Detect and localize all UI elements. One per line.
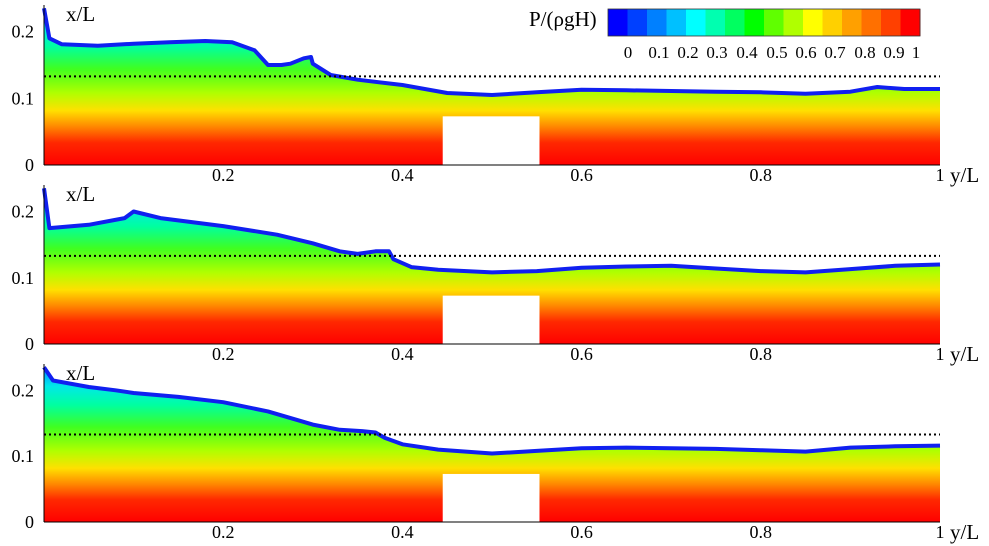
y-tick-label: 0.1 xyxy=(12,268,35,288)
colorbar-swatch xyxy=(842,9,862,36)
fluid-region xyxy=(44,367,940,522)
colorbar-swatch xyxy=(803,9,823,36)
free-surface xyxy=(42,366,941,456)
colorbar-frame xyxy=(607,8,921,37)
x-axis-label: y/L xyxy=(950,520,979,544)
colorbar-tick-label: 0.9 xyxy=(883,43,904,62)
fluid-region xyxy=(44,8,940,165)
x-tick-label: 0.6 xyxy=(570,165,593,185)
obstacle xyxy=(442,116,540,166)
colorbar-tick-label: 0.6 xyxy=(795,43,816,62)
y-axis-label: x/L xyxy=(66,182,95,206)
colorbar-tick-label: 0.5 xyxy=(766,43,787,62)
colorbar-swatch xyxy=(725,9,745,36)
colorbar-swatch xyxy=(647,9,667,36)
y-axis-label: x/L xyxy=(66,361,95,385)
colorbar-swatch xyxy=(627,9,648,36)
y-tick-label: 0 xyxy=(25,155,34,175)
colorbar-tick-label: 1 xyxy=(912,43,921,62)
colorbar-swatch xyxy=(666,9,687,36)
free-surface xyxy=(42,7,940,97)
x-tick-label: 1 xyxy=(936,522,945,542)
free-surface xyxy=(42,188,941,275)
x-tick-label: 0.2 xyxy=(212,165,235,185)
x-tick-label: 0.8 xyxy=(750,165,773,185)
y-tick-label: 0.1 xyxy=(12,88,35,108)
y-tick-label: 0 xyxy=(25,334,34,354)
y-tick-label: 0.2 xyxy=(12,22,35,42)
x-tick-label: 0.6 xyxy=(570,522,593,542)
obstacle xyxy=(442,295,540,345)
colorbar-tick-label: 0 xyxy=(624,43,633,62)
x-tick-label: 0.4 xyxy=(391,522,414,542)
x-tick-label: 0.4 xyxy=(391,165,414,185)
x-tick-label: 0.2 xyxy=(212,344,235,364)
x-tick-label: 0.6 xyxy=(570,344,593,364)
panel-1: 0 0.1 0.2 0.2 0.4 0.6 0.8 1 x/L y/L xyxy=(12,2,980,187)
x-tick-label: 1 xyxy=(936,344,945,364)
x-tick-label: 0.8 xyxy=(750,522,773,542)
x-axis-label: y/L xyxy=(950,163,979,187)
y-tick-label: 0.2 xyxy=(12,380,35,400)
x-tick-label: 1 xyxy=(936,165,945,185)
y-tick-label: 0.1 xyxy=(12,446,35,466)
colorbar-swatch xyxy=(861,9,882,36)
colorbar-swatch xyxy=(764,9,784,36)
colorbar-swatch xyxy=(608,9,628,36)
colorbar-label: P/(ρgH) xyxy=(529,7,597,31)
x-tick-label: 0.4 xyxy=(391,344,414,364)
colorbar-tick-label: 0.7 xyxy=(824,43,846,62)
colorbar-swatch xyxy=(705,9,726,36)
y-tick-label: 0 xyxy=(25,512,34,532)
colorbar: P/(ρgH) 0 0.1 0.2 0.3 0.4 0.5 0.6 0.7 0.8 0.9 1 xyxy=(529,7,921,62)
panel-3: 0 0.1 0.2 0.2 0.4 0.6 0.8 1 x/L y/L xyxy=(12,361,980,544)
colorbar-swatch xyxy=(822,9,843,36)
colorbar-swatch xyxy=(881,9,901,36)
colorbar-swatch xyxy=(744,9,765,36)
panel-2: 0 0.1 0.2 0.2 0.4 0.6 0.8 1 x/L y/L xyxy=(12,182,980,366)
fluid-region xyxy=(44,188,940,344)
colorbar-swatch xyxy=(783,9,804,36)
x-tick-label: 0.8 xyxy=(750,344,773,364)
colorbar-tick-label: 0.3 xyxy=(706,43,727,62)
colorbar-swatch xyxy=(900,9,921,36)
colorbar-tick-label: 0.1 xyxy=(648,43,669,62)
x-axis-label: y/L xyxy=(950,342,979,366)
colorbar-tick-label: 0.2 xyxy=(677,43,698,62)
obstacle xyxy=(442,473,540,523)
y-axis-label: x/L xyxy=(66,2,95,26)
colorbar-tick-label: 0.4 xyxy=(736,43,758,62)
x-tick-label: 0.2 xyxy=(212,522,235,542)
y-tick-label: 0.2 xyxy=(12,202,35,222)
colorbar-tick-label: 0.8 xyxy=(854,43,875,62)
colorbar-swatch xyxy=(686,9,706,36)
